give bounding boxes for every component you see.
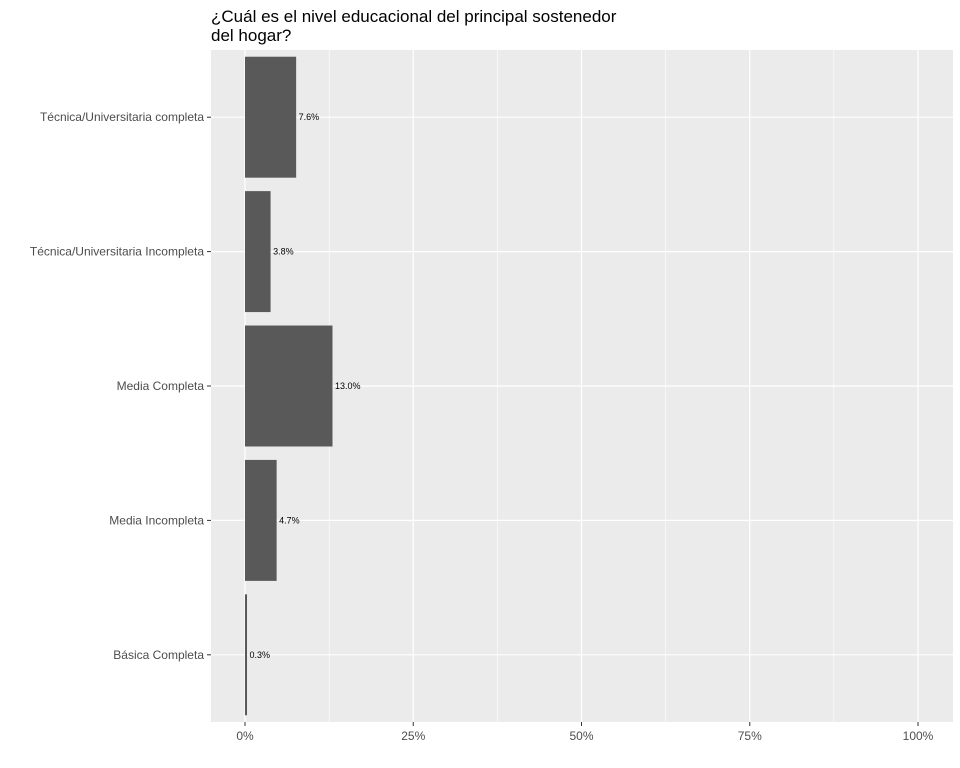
x-tick-label: 25%	[401, 729, 425, 743]
x-tick-label: 0%	[236, 729, 254, 743]
bar	[245, 191, 271, 313]
y-tick-label: Básica Completa	[113, 648, 204, 662]
x-tick-label: 75%	[738, 729, 762, 743]
bar	[245, 594, 248, 716]
bar	[245, 325, 333, 447]
data-label: 3.8%	[273, 247, 294, 257]
data-label: 4.7%	[279, 515, 300, 525]
chart-title: ¿Cuál es el nivel educacional del princi…	[211, 7, 617, 45]
data-label: 0.3%	[250, 650, 271, 660]
bar	[245, 459, 277, 581]
data-label: 7.6%	[299, 112, 320, 122]
y-tick-label: Media Completa	[117, 379, 205, 393]
x-tick-label: 100%	[903, 729, 934, 743]
data-label: 13.0%	[335, 381, 361, 391]
data-labels: 7.6% 3.8% 13.0% 4.7% 0.3%	[250, 112, 361, 660]
x-tick-label: 50%	[569, 729, 593, 743]
y-tick-label: Técnica/Universitaria Incompleta	[30, 245, 204, 259]
bar	[245, 56, 297, 178]
y-tick-label: Media Incompleta	[109, 513, 204, 527]
y-tick-label: Técnica/Universitaria completa	[40, 110, 204, 124]
y-axis: Técnica/Universitaria completa Técnica/Un…	[30, 110, 211, 662]
x-axis: 0% 25% 50% 75% 100%	[236, 722, 934, 743]
bars	[245, 56, 333, 716]
